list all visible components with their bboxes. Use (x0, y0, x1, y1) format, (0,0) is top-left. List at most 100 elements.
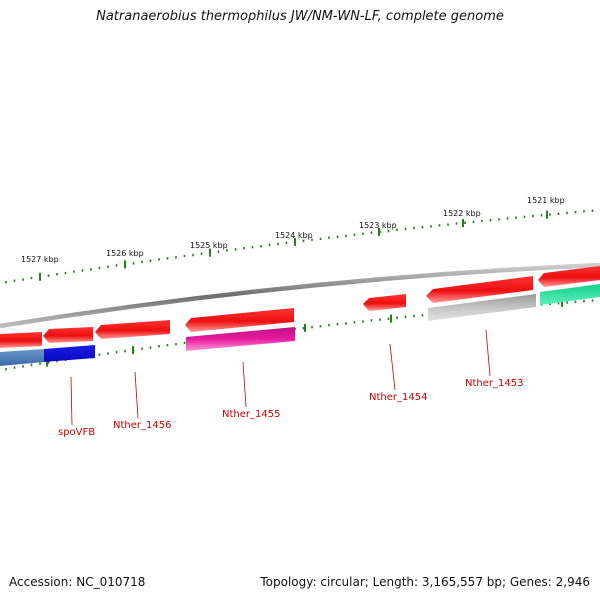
scale-minor-tick (302, 327, 305, 330)
scale-minor-tick (47, 274, 50, 277)
scale-minor-tick (362, 320, 364, 323)
gene-label-leader (242, 361, 247, 408)
genome-backbone (0, 262, 600, 329)
scale-minor-tick (47, 361, 50, 364)
scale-minor-tick (56, 273, 58, 276)
scale-minor-tick (302, 239, 305, 243)
scale-minor-tick (319, 325, 322, 328)
scale-minor-tick (166, 257, 169, 260)
scale-major-tick (378, 227, 380, 236)
scale-minor-tick (404, 227, 407, 231)
scale-tick-label: 1521 kbp (527, 196, 565, 205)
scale-minor-tick (200, 252, 203, 255)
scale-minor-tick (328, 323, 330, 327)
scale-minor-tick (336, 235, 339, 238)
scale-minor-tick (5, 281, 7, 284)
scale-minor-tick (557, 302, 560, 305)
scale-minor-tick (447, 223, 449, 226)
scale-minor-tick (481, 219, 483, 223)
scale-tick-label: 1526 kbp (106, 249, 144, 258)
scale-minor-tick (56, 359, 58, 363)
scale-minor-tick (158, 345, 160, 348)
scale-major-tick (209, 248, 211, 257)
scale-minor-tick (115, 264, 118, 267)
scale-minor-tick (396, 316, 398, 319)
gene-label: Nther_1453 (465, 378, 523, 389)
scale-minor-tick (39, 362, 41, 365)
gene-block (428, 294, 536, 321)
scale-major-tick (132, 346, 134, 355)
scale-minor-tick (515, 216, 517, 219)
scale-minor-tick (489, 219, 492, 222)
scale-minor-tick (90, 268, 92, 271)
scale-minor-tick (455, 222, 458, 225)
gene-arrow (363, 294, 406, 311)
scale-minor-tick (132, 262, 135, 265)
scale-minor-tick (574, 211, 577, 214)
scale-minor-tick (328, 236, 330, 239)
scale-minor-tick (379, 318, 381, 321)
scale-minor-tick (5, 368, 7, 371)
gene-block (44, 345, 95, 362)
scale-minor-tick (549, 302, 551, 305)
gene-arrow (95, 320, 170, 339)
scale-minor-tick (498, 218, 500, 221)
scale-tick-label: 1522 kbp (443, 209, 481, 218)
gene-arrow (0, 332, 42, 348)
gene-label-leader (485, 329, 491, 377)
scale-minor-tick (566, 211, 568, 215)
scale-major-tick (462, 219, 464, 227)
scale-minor-tick (98, 266, 101, 270)
scale-tick-label: 1527 kbp (21, 255, 59, 264)
scale-minor-tick (540, 214, 543, 217)
scale-minor-tick (81, 269, 84, 272)
scale-minor-tick (141, 260, 143, 264)
scale-major-tick (39, 272, 41, 281)
gene-arrow (426, 276, 533, 303)
scale-minor-tick (166, 344, 169, 347)
scale-minor-tick (226, 249, 228, 252)
scale-minor-tick (268, 243, 271, 247)
scale-minor-tick (107, 352, 109, 355)
scale-major-tick (561, 298, 563, 307)
scale-minor-tick (13, 366, 16, 369)
scale-minor-tick (217, 250, 220, 253)
scale-minor-tick (345, 322, 347, 325)
scale-minor-tick (30, 363, 33, 367)
scale-minor-tick (243, 246, 245, 250)
scale-minor-tick (413, 314, 415, 318)
gene-label: Nther_1456 (113, 420, 171, 431)
gene-arrow (538, 266, 600, 287)
scale-minor-tick (149, 259, 152, 262)
scale-minor-tick (370, 319, 373, 322)
gene-label: spoVFB (58, 427, 95, 438)
scale-minor-tick (234, 248, 237, 251)
scale-minor-tick (353, 321, 356, 324)
page-title: Natranaerobius thermophilus JW/NM-WN-LF,… (96, 9, 504, 24)
scale-minor-tick (285, 241, 288, 244)
scale-major-tick (294, 237, 296, 246)
scale-minor-tick (591, 299, 594, 302)
gene-label: Nther_1455 (222, 409, 280, 420)
scale-tick-label: 1525 kbp (190, 241, 228, 250)
scale-minor-tick (421, 226, 424, 229)
scale-minor-tick (532, 214, 534, 218)
scale-minor-tick (557, 212, 560, 215)
gene-label-leader (389, 343, 396, 391)
scale-major-tick (124, 260, 126, 269)
scale-minor-tick (64, 271, 67, 275)
scale-minor-tick (387, 317, 390, 320)
gene-arrow (185, 308, 294, 332)
scale-minor-tick (574, 300, 577, 304)
scale-minor-tick (149, 346, 152, 349)
scale-minor-tick (464, 221, 466, 224)
scale-minor-tick (183, 254, 186, 258)
scale-minor-tick (124, 349, 126, 353)
gene-label-leader (70, 376, 73, 426)
scale-minor-tick (192, 253, 194, 257)
scale-minor-tick (260, 245, 262, 248)
scale-minor-tick (30, 276, 33, 280)
footer-accession: Accession: NC_010718 (9, 575, 146, 589)
scale-tick-label: 1523 kbp (359, 221, 397, 230)
scale-minor-tick (183, 341, 186, 345)
